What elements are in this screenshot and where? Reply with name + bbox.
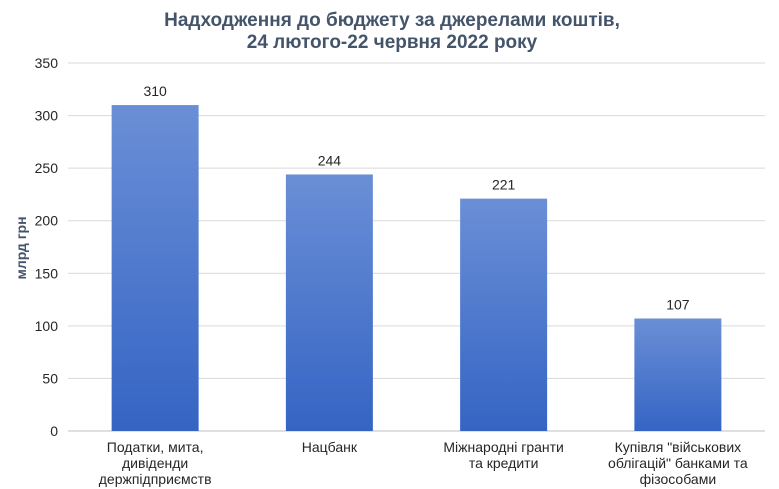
y-tick-label: 250 [35, 160, 59, 176]
y-tick-label: 300 [35, 108, 59, 124]
bar [285, 174, 373, 432]
bar [460, 198, 548, 431]
category-labels: Податки, мита, дивіденди держпідприємств На… [99, 439, 748, 487]
y-tick-labels: 0 50 100 150 200 250 300 350 [35, 55, 59, 439]
chart-title-line-2: 24 лютого-22 червня 2022 року [247, 32, 538, 53]
data-label: 244 [318, 152, 342, 168]
data-label: 310 [143, 83, 167, 99]
y-tick-label: 150 [35, 265, 59, 281]
y-axis-label: млрд грн [13, 216, 29, 279]
bar [111, 105, 199, 432]
y-tick-label: 50 [42, 370, 58, 386]
bars [111, 105, 722, 432]
category-label: Купівля "військових облігацій" банками та… [608, 439, 748, 487]
data-labels: 310 244 221 107 [143, 83, 689, 312]
chart-title-line-1: Надходження до бюджету за джерелами кошт… [164, 10, 620, 31]
bar [634, 318, 722, 431]
data-label: 221 [492, 177, 516, 193]
category-label: Нацбанк [302, 439, 358, 455]
y-tick-label: 200 [35, 213, 59, 229]
y-tick-label: 100 [35, 318, 59, 334]
category-label: Міжнародні гранти та кредити [443, 439, 563, 471]
y-tick-label: 350 [35, 55, 59, 71]
y-tick-label: 0 [50, 423, 58, 439]
data-label: 107 [666, 296, 690, 312]
category-label: Податки, мита, дивіденди держпідприємств [99, 439, 212, 487]
